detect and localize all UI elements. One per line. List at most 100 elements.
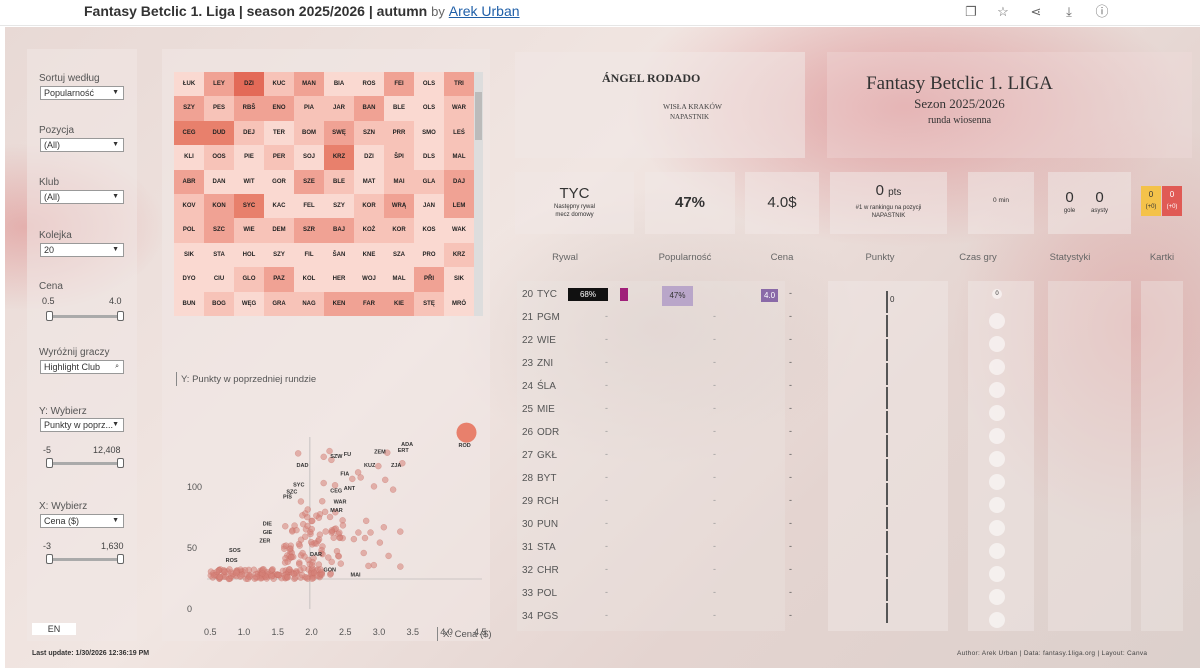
- heatmap-cell[interactable]: PIE: [234, 145, 264, 170]
- heatmap-cell[interactable]: MAL: [384, 267, 414, 292]
- schedule-row[interactable]: 20 TYC: [517, 289, 577, 309]
- player-point[interactable]: [328, 456, 335, 464]
- heatmap-cell[interactable]: GRA: [264, 291, 294, 316]
- player-point[interactable]: [339, 522, 347, 529]
- schedule-row[interactable]: 21 PGM: [517, 312, 577, 332]
- heatmap-scrollbar[interactable]: [474, 72, 483, 316]
- player-point[interactable]: [355, 529, 362, 536]
- share-icon[interactable]: ⋖: [1030, 4, 1042, 19]
- heatmap-cell[interactable]: WAK: [444, 218, 474, 243]
- player-point[interactable]: [365, 562, 372, 570]
- player-point[interactable]: [284, 574, 291, 581]
- y-range-slider[interactable]: [46, 458, 124, 468]
- heatmap-cell[interactable]: HER: [324, 267, 354, 292]
- heatmap-cell[interactable]: MRÓ: [444, 291, 474, 316]
- heatmap-cell[interactable]: LEM: [444, 194, 474, 219]
- info-icon[interactable]: ⓘ: [1095, 4, 1109, 19]
- player-point[interactable]: [331, 481, 339, 489]
- heatmap-cell[interactable]: NAG: [294, 291, 324, 316]
- heatmap-cell[interactable]: KOR: [354, 194, 384, 219]
- heatmap-cell[interactable]: KIE: [384, 291, 414, 316]
- slider-handle-min[interactable]: [46, 311, 53, 321]
- heatmap-cell[interactable]: SZY: [264, 242, 294, 268]
- heatmap-cell[interactable]: TRI: [444, 72, 474, 97]
- player-point[interactable]: [362, 517, 370, 525]
- player-point[interactable]: [287, 553, 295, 561]
- heatmap-cell[interactable]: PER: [264, 145, 294, 170]
- heatmap-cell[interactable]: OLS: [414, 72, 444, 97]
- heatmap-cell[interactable]: MAT: [354, 169, 384, 194]
- heatmap-cell[interactable]: SZR: [294, 218, 324, 243]
- heatmap-cell[interactable]: FIL: [294, 242, 324, 268]
- heatmap-cell[interactable]: STA: [204, 242, 234, 268]
- schedule-row[interactable]: 34 PGS: [517, 611, 577, 631]
- heatmap-cell[interactable]: CIU: [204, 267, 234, 292]
- player-point[interactable]: [286, 545, 294, 553]
- player-point[interactable]: [233, 569, 240, 577]
- player-point[interactable]: [399, 459, 406, 467]
- heatmap-cell[interactable]: OOS: [204, 145, 234, 170]
- heatmap-cell[interactable]: JAN: [414, 194, 444, 219]
- heatmap-cell[interactable]: KOV: [174, 194, 204, 219]
- round-dropdown[interactable]: 20 ▼: [40, 243, 124, 257]
- schedule-row[interactable]: 29 RCH: [517, 496, 577, 516]
- player-point[interactable]: [304, 506, 312, 513]
- player-point[interactable]: [269, 566, 276, 573]
- schedule-row[interactable]: 33 POL: [517, 588, 577, 608]
- x-range-slider[interactable]: [46, 554, 124, 564]
- player-point[interactable]: [297, 498, 305, 505]
- heatmap-cell[interactable]: ŠPI: [384, 145, 414, 170]
- player-point[interactable]: [389, 486, 397, 493]
- heatmap-cell[interactable]: BUN: [174, 291, 204, 316]
- player-point[interactable]: [354, 469, 362, 476]
- player-point[interactable]: [397, 528, 404, 535]
- sort-dropdown[interactable]: Popularność ▼: [40, 86, 124, 100]
- heatmap-cell[interactable]: DYO: [174, 267, 204, 292]
- heatmap-cell[interactable]: KON: [204, 194, 234, 219]
- heatmap-cell[interactable]: KNE: [354, 242, 384, 268]
- download-icon[interactable]: ⤓: [1066, 4, 1072, 19]
- schedule-row[interactable]: 22 WIE: [517, 335, 577, 355]
- player-point[interactable]: [350, 535, 358, 543]
- heatmap-cell[interactable]: KRZ: [324, 145, 354, 170]
- heatmap-cell[interactable]: FEL: [294, 194, 324, 219]
- highlight-search[interactable]: Highlight Club ⌕: [40, 360, 124, 374]
- player-point[interactable]: [275, 571, 283, 579]
- player-point[interactable]: [259, 570, 266, 577]
- heatmap-cell[interactable]: OLS: [414, 96, 444, 121]
- heatmap-cell[interactable]: ENO: [264, 96, 294, 121]
- heatmap-cell[interactable]: BLE: [324, 169, 354, 194]
- schedule-row[interactable]: 30 PUN: [517, 519, 577, 539]
- player-point[interactable]: [327, 570, 335, 577]
- player-point[interactable]: [268, 573, 275, 580]
- heatmap-cell[interactable]: SZY: [324, 194, 354, 219]
- author-link[interactable]: Arek Urban: [448, 3, 520, 19]
- player-point[interactable]: [308, 517, 316, 525]
- heatmap-cell[interactable]: STĘ: [414, 291, 444, 316]
- heatmap-cell[interactable]: KRZ: [444, 242, 474, 268]
- player-point[interactable]: [285, 566, 293, 573]
- heatmap-cell[interactable]: BAJ: [324, 218, 354, 243]
- heatmap-cell[interactable]: SMO: [414, 120, 444, 146]
- player-point[interactable]: [349, 475, 356, 483]
- player-point[interactable]: [336, 534, 343, 542]
- player-point[interactable]: [367, 529, 374, 536]
- heatmap-cell[interactable]: POL: [174, 218, 204, 243]
- player-point[interactable]: [313, 512, 320, 519]
- heatmap-cell[interactable]: WIT: [234, 169, 264, 194]
- schedule-row[interactable]: 23 ZNI: [517, 358, 577, 378]
- player-point[interactable]: [250, 566, 258, 574]
- schedule-row[interactable]: 31 STA: [517, 542, 577, 562]
- player-point[interactable]: [246, 573, 253, 580]
- heatmap-cell[interactable]: ŠAN: [324, 242, 354, 268]
- heatmap-cell[interactable]: PAZ: [264, 267, 294, 292]
- player-point[interactable]: [310, 569, 318, 577]
- player-point[interactable]: [308, 562, 316, 569]
- schedule-row[interactable]: 27 GKŁ: [517, 450, 577, 470]
- heatmap-cell[interactable]: SIK: [174, 242, 204, 268]
- heatmap-cell[interactable]: RBŠ: [234, 96, 264, 121]
- player-point[interactable]: [360, 549, 367, 557]
- heatmap-cell[interactable]: DZI: [354, 145, 384, 170]
- player-point[interactable]: [299, 549, 306, 557]
- player-point[interactable]: [315, 536, 323, 543]
